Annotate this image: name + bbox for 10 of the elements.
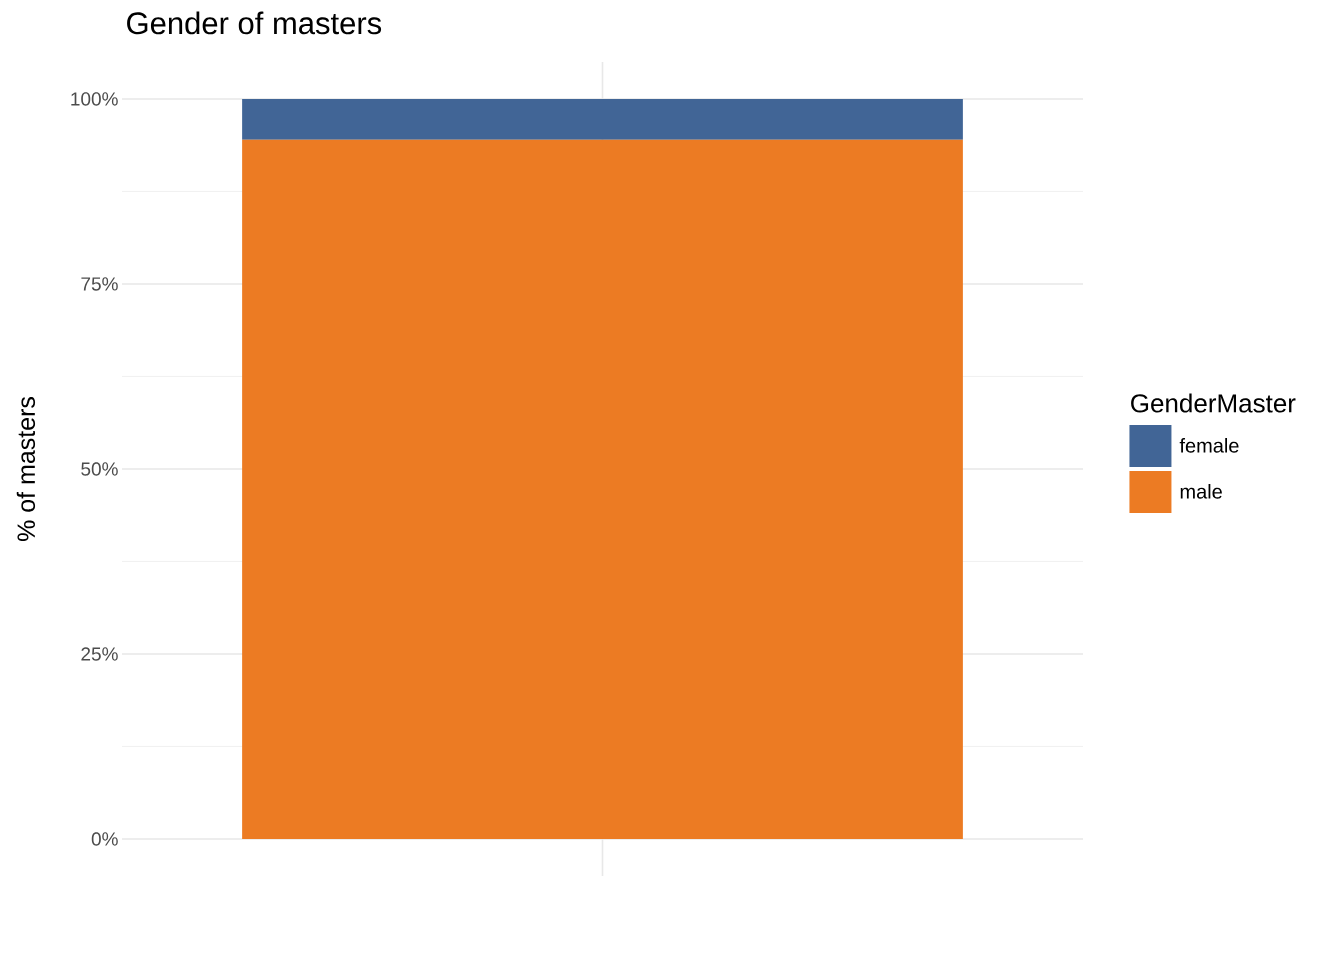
legend-title: GenderMaster [1131,393,1296,413]
y-tick-label: 100% [71,92,118,106]
y-tick-label: 75% [81,277,118,291]
y-axis-title: % of masters [16,396,36,542]
y-tick-label: 50% [81,462,118,476]
legend-label: female [1179,437,1239,453]
legend-label: male [1180,483,1222,499]
y-tick-label: 0% [91,832,118,846]
chart-title: Gender of masters [127,11,382,35]
y-tick-label: 25% [81,647,118,661]
